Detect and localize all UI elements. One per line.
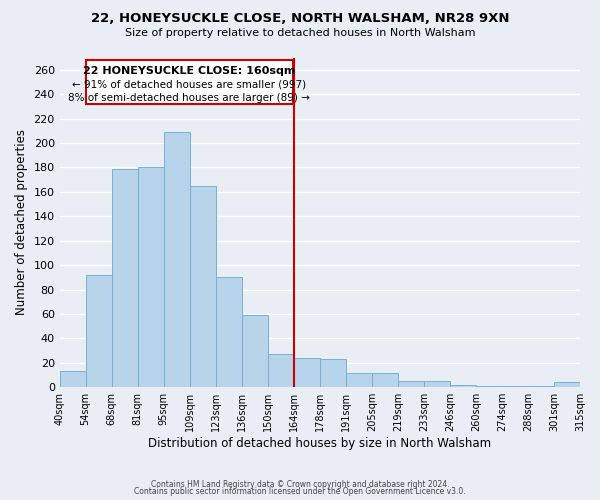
Bar: [190, 186, 216, 387]
Bar: [398, 381, 424, 387]
Bar: [450, 385, 476, 387]
Bar: [242, 315, 268, 387]
Bar: [346, 372, 372, 387]
Text: ← 91% of detached houses are smaller (997): ← 91% of detached houses are smaller (99…: [72, 80, 306, 90]
Bar: [528, 386, 554, 387]
Bar: [294, 358, 320, 387]
Bar: [320, 359, 346, 387]
Bar: [86, 60, 293, 104]
Y-axis label: Number of detached properties: Number of detached properties: [15, 130, 28, 316]
Bar: [138, 168, 164, 387]
Bar: [372, 372, 398, 387]
Bar: [164, 132, 190, 387]
Bar: [112, 168, 138, 387]
Text: Contains HM Land Registry data © Crown copyright and database right 2024.: Contains HM Land Registry data © Crown c…: [151, 480, 449, 489]
Text: 22, HONEYSUCKLE CLOSE, NORTH WALSHAM, NR28 9XN: 22, HONEYSUCKLE CLOSE, NORTH WALSHAM, NR…: [91, 12, 509, 26]
Bar: [424, 381, 450, 387]
Text: 8% of semi-detached houses are larger (89) →: 8% of semi-detached houses are larger (8…: [68, 93, 310, 103]
Bar: [554, 382, 580, 387]
Bar: [216, 278, 242, 387]
Bar: [502, 386, 528, 387]
X-axis label: Distribution of detached houses by size in North Walsham: Distribution of detached houses by size …: [148, 437, 491, 450]
Text: Contains public sector information licensed under the Open Government Licence v3: Contains public sector information licen…: [134, 487, 466, 496]
Bar: [86, 275, 112, 387]
Bar: [476, 386, 502, 387]
Text: 22 HONEYSUCKLE CLOSE: 160sqm: 22 HONEYSUCKLE CLOSE: 160sqm: [83, 66, 295, 76]
Text: Size of property relative to detached houses in North Walsham: Size of property relative to detached ho…: [125, 28, 475, 38]
Bar: [268, 354, 294, 387]
Bar: [59, 372, 86, 387]
